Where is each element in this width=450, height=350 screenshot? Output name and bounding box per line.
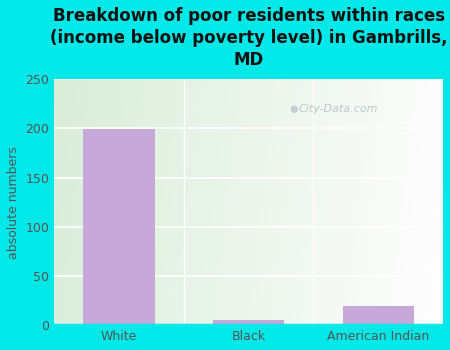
Text: ●: ● — [289, 104, 297, 114]
Bar — [213, 320, 284, 325]
Y-axis label: absolute numbers: absolute numbers — [7, 146, 20, 259]
Bar — [342, 306, 414, 325]
Title: Breakdown of poor residents within races
(income below poverty level) in Gambril: Breakdown of poor residents within races… — [50, 7, 447, 69]
Text: City-Data.com: City-Data.com — [298, 104, 378, 114]
Bar — [83, 130, 155, 325]
